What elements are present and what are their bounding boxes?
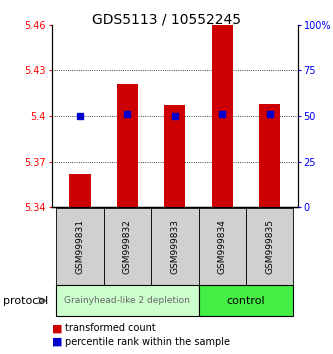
Bar [56,208,104,285]
Bar [198,208,246,285]
Bar [151,208,198,285]
Text: GSM999832: GSM999832 [123,219,132,274]
Text: percentile rank within the sample: percentile rank within the sample [65,337,230,347]
Bar [246,208,293,285]
Bar [104,208,151,285]
Text: ■: ■ [52,337,62,347]
Text: GSM999831: GSM999831 [76,219,85,274]
Bar [259,104,280,207]
Text: GSM999834: GSM999834 [218,219,227,274]
Text: protocol: protocol [3,296,49,306]
Bar [198,285,293,316]
Bar [56,285,198,316]
Bar [211,0,233,207]
Text: GDS5113 / 10552245: GDS5113 / 10552245 [92,12,241,27]
Bar [69,174,91,207]
Text: transformed count: transformed count [65,323,156,333]
Text: control: control [226,296,265,306]
Text: GSM999833: GSM999833 [170,219,179,274]
Bar [164,105,185,207]
Bar [117,84,138,207]
Text: ■: ■ [52,323,62,333]
Text: GSM999835: GSM999835 [265,219,274,274]
Text: Grainyhead-like 2 depletion: Grainyhead-like 2 depletion [65,296,190,305]
